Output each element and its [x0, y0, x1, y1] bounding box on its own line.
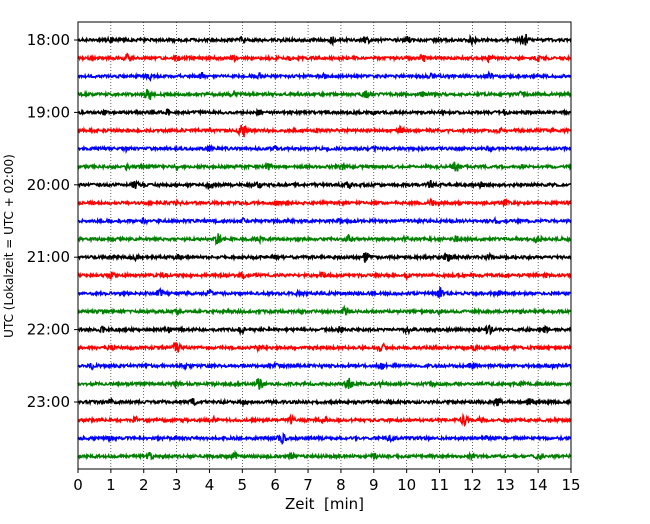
x-tick-label: 15 [561, 476, 580, 494]
x-tick-label: 3 [172, 476, 182, 494]
trace-2230 [77, 360, 572, 371]
x-tick-label: 2 [139, 476, 149, 494]
trace-2100 [77, 251, 572, 263]
trace-2245 [77, 377, 572, 390]
trace-2045 [77, 233, 572, 247]
x-tick-label: 0 [73, 476, 83, 494]
trace-1930 [77, 143, 572, 155]
y-tick-label: 20:00 [27, 176, 70, 194]
seismogram-traces [77, 33, 572, 462]
x-tick-label: 7 [303, 476, 313, 494]
plot-frame [77, 21, 572, 470]
y-tick-label: 21:00 [27, 248, 70, 266]
trace-2145 [77, 304, 572, 317]
x-tick-label: 14 [529, 476, 548, 494]
trace-1845 [77, 88, 572, 100]
x-tick-label: 12 [463, 476, 482, 494]
trace-2300 [77, 396, 572, 408]
x-tick-label: 5 [238, 476, 248, 494]
trace-2315 [77, 412, 572, 427]
trace-1815 [77, 52, 572, 64]
trace-1830 [77, 70, 572, 83]
trace-1900 [77, 107, 572, 118]
minute-gridlines [110, 22, 539, 469]
x-tick-label: 1 [106, 476, 116, 494]
x-tick-label: 8 [336, 476, 346, 494]
x-tick-label: 9 [369, 476, 379, 494]
y-tick-label: 19:00 [27, 103, 70, 121]
y-tick-label: 23:00 [27, 393, 70, 411]
x-tick-label: 6 [270, 476, 280, 494]
trace-2115 [77, 270, 572, 282]
x-tick-label: 11 [430, 476, 449, 494]
trace-2200 [77, 324, 572, 336]
trace-2015 [77, 197, 572, 208]
y-tick-label: 22:00 [27, 321, 70, 339]
trace-2345 [77, 449, 572, 462]
y-tick-label: 18:00 [27, 31, 70, 49]
trace-2030 [77, 215, 572, 226]
trace-2000 [77, 179, 572, 190]
y-axis-label: UTC (Lokalzeit = UTC + 02:00) [2, 154, 16, 338]
x-tick-label: 13 [496, 476, 515, 494]
x-tick-label: 4 [205, 476, 215, 494]
trace-2130 [77, 286, 572, 299]
trace-2215 [77, 341, 572, 354]
x-tick-label: 10 [397, 476, 416, 494]
trace-1945 [77, 161, 572, 172]
x-axis-label: Zeit [min] [285, 495, 364, 513]
trace-2330 [77, 431, 572, 446]
axis-ticks: 0 1 2 3 4 5 6 7 8 9 10 11 12 13 14 1518:0019:0020:0021:… [27, 31, 581, 494]
trace-1800 [77, 33, 572, 47]
trace-1915 [77, 124, 572, 138]
